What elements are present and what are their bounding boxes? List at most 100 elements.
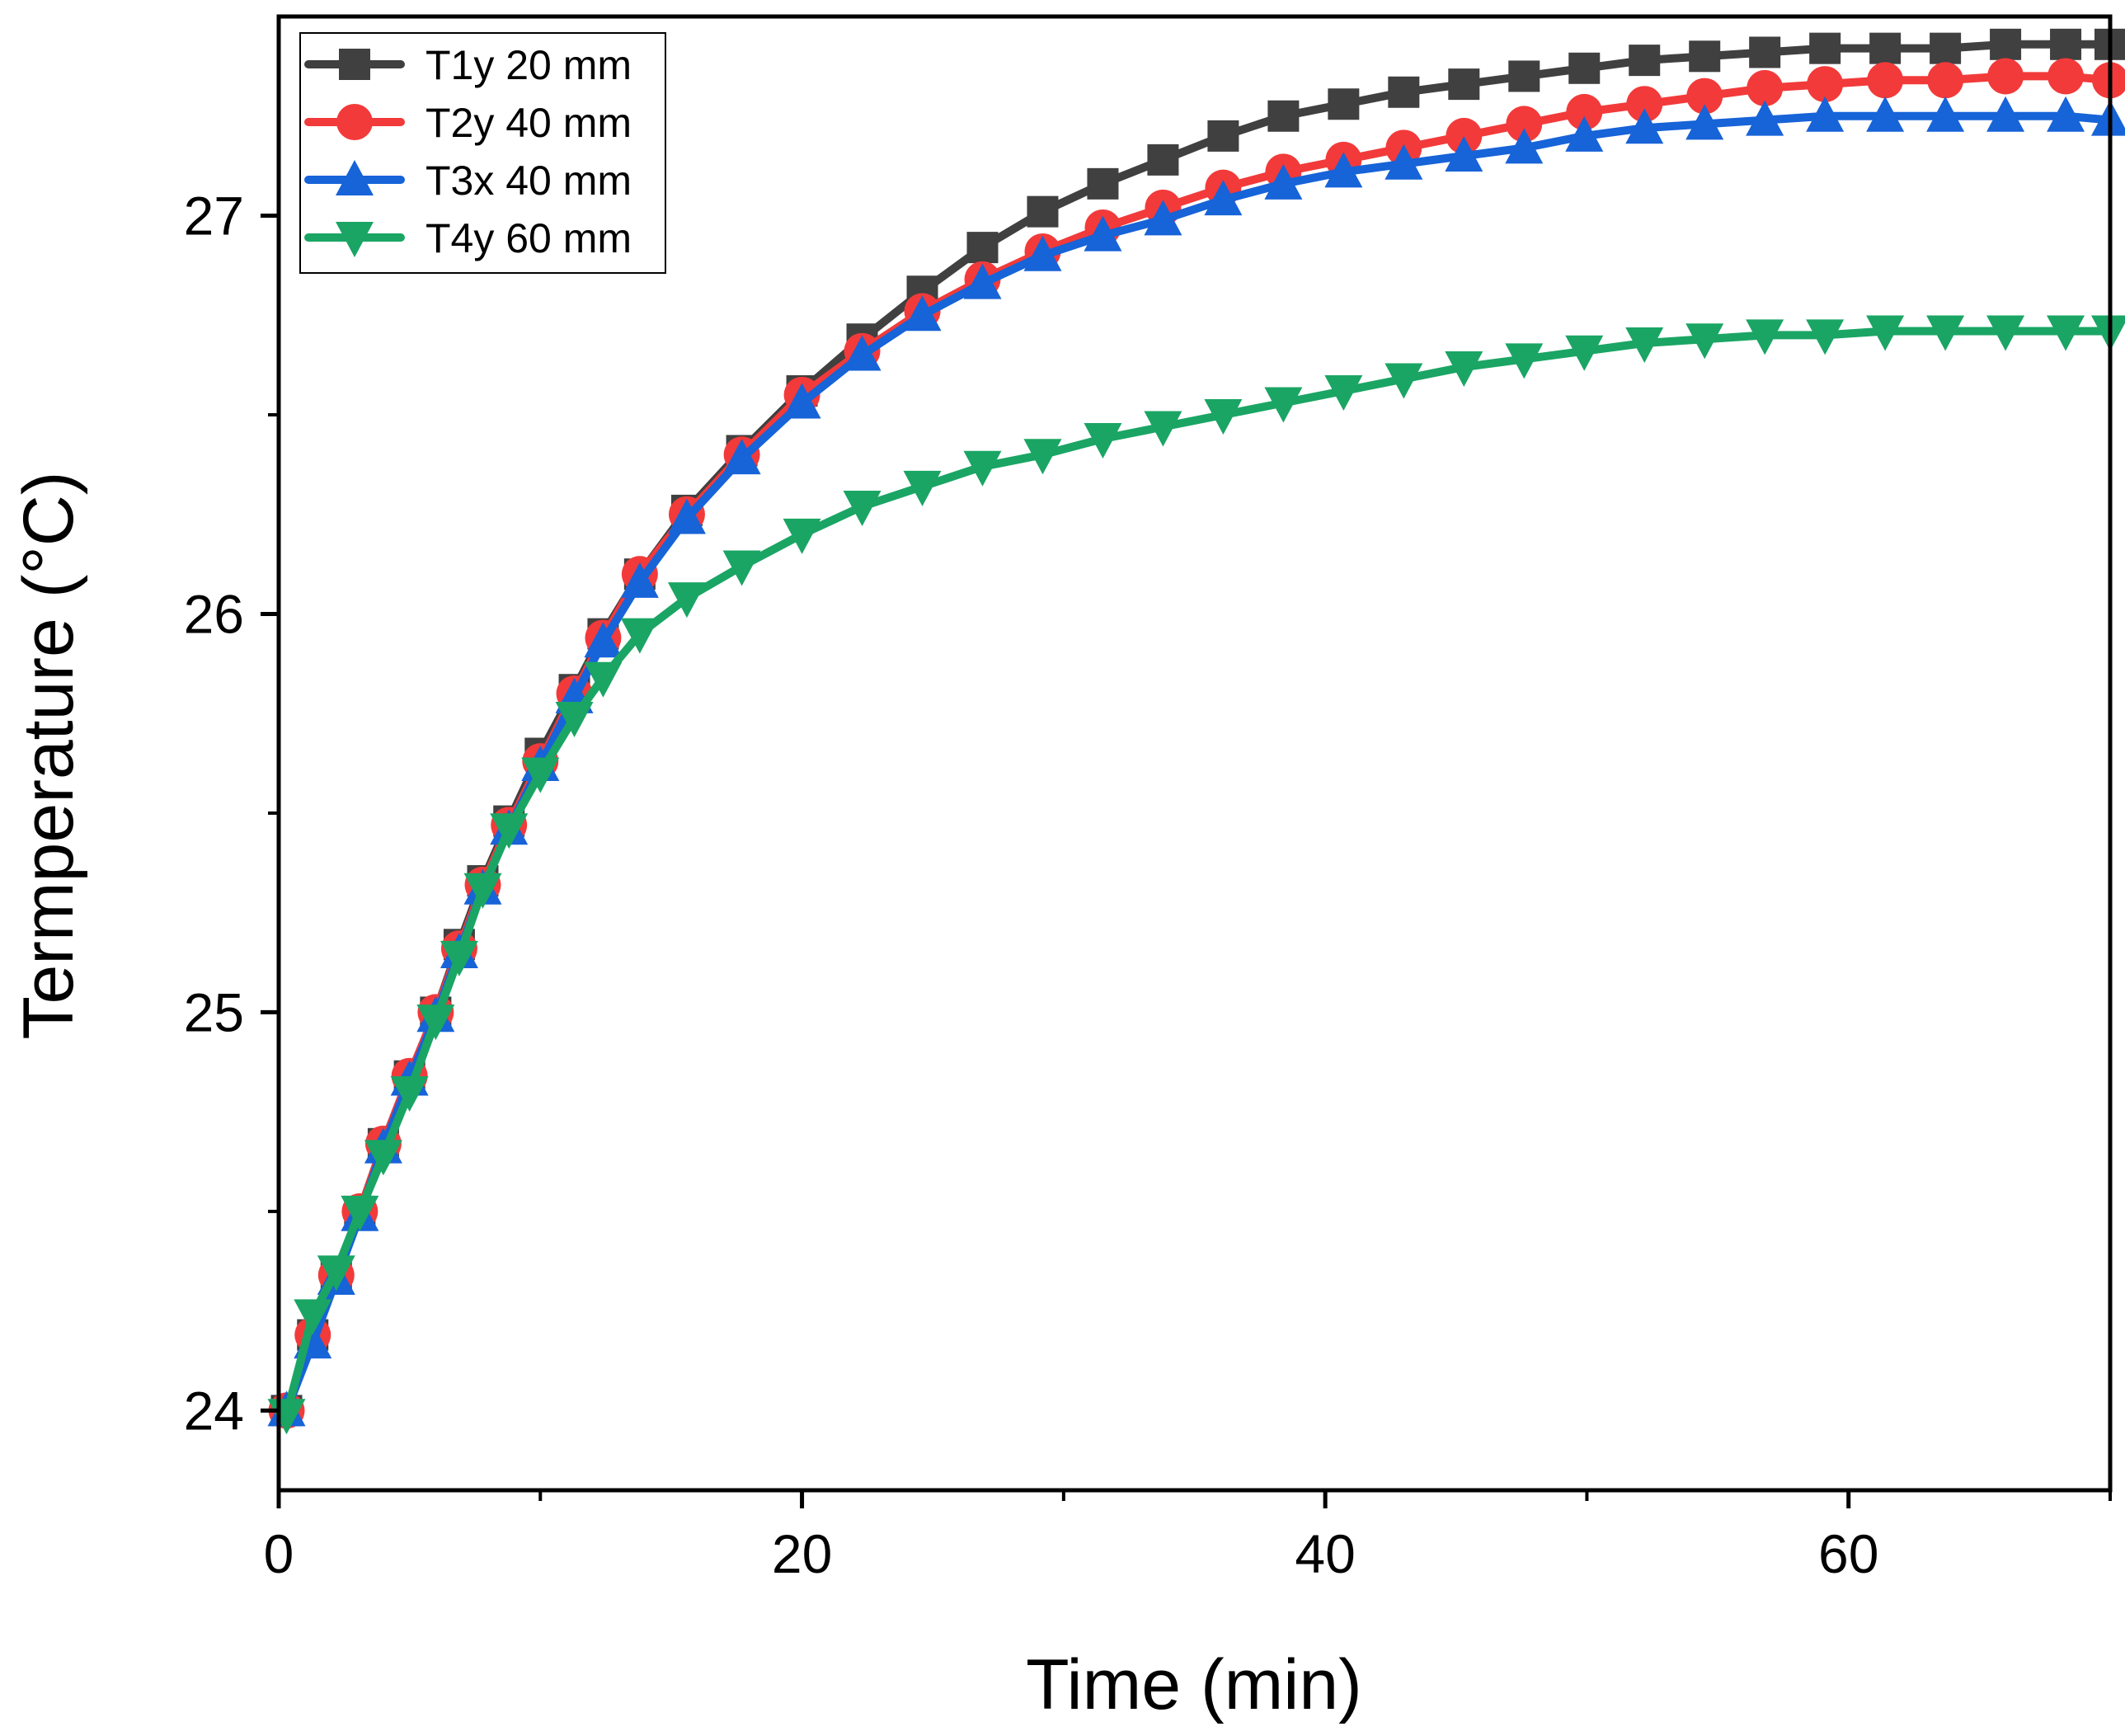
data-point xyxy=(1445,136,1483,172)
data-point xyxy=(2047,58,2085,95)
legend-entry: T4y 60 mm xyxy=(304,215,632,261)
data-point xyxy=(463,873,502,909)
data-point xyxy=(1927,62,1964,99)
data-point xyxy=(440,940,478,976)
data-point xyxy=(1685,323,1724,360)
data-point xyxy=(1023,439,1062,475)
legend-entry: T3x 40 mm xyxy=(304,158,632,204)
data-point xyxy=(555,702,594,738)
data-point xyxy=(416,1004,455,1041)
data-point xyxy=(1565,115,1604,152)
data-point xyxy=(1385,143,1423,180)
data-point xyxy=(1747,69,1784,106)
data-point xyxy=(1264,163,1303,200)
data-point xyxy=(1324,374,1363,411)
data-point xyxy=(722,439,761,475)
legend-marker xyxy=(336,104,373,140)
data-point xyxy=(1505,128,1544,164)
data-point xyxy=(341,1195,379,1231)
data-point xyxy=(390,1076,429,1113)
x-tick-label: 0 xyxy=(264,1523,294,1584)
data-point xyxy=(1686,78,1723,115)
legend: T1y 20 mm T2y 40 mm T3x 40 mm T4y 60 mm xyxy=(299,32,666,274)
data-point xyxy=(667,582,706,619)
data-point xyxy=(620,618,659,654)
data-point xyxy=(1806,96,1845,132)
data-point xyxy=(903,295,942,332)
legend-entry: T1y 20 mm xyxy=(304,42,632,88)
data-point xyxy=(1204,398,1243,435)
data-point xyxy=(1508,60,1540,92)
data-point xyxy=(1023,235,1062,271)
data-point xyxy=(1446,117,1483,154)
data-point xyxy=(1144,200,1182,236)
data-point xyxy=(584,622,623,658)
legend-marker xyxy=(336,160,374,195)
plot-frame xyxy=(276,14,2113,1493)
plot-area xyxy=(267,14,2125,1493)
y-tick-label: 24 xyxy=(184,1380,244,1441)
series-layer xyxy=(267,28,2125,1435)
data-point xyxy=(1385,363,1423,399)
data-point xyxy=(1867,62,1904,99)
data-point xyxy=(364,1140,402,1176)
data-point xyxy=(1568,52,1601,84)
data-point xyxy=(521,757,560,793)
data-point xyxy=(843,491,881,527)
data-point xyxy=(1144,411,1182,447)
data-point xyxy=(620,562,659,598)
data-point xyxy=(1926,96,1965,132)
data-point xyxy=(722,550,761,586)
data-point xyxy=(1746,319,1784,355)
data-point xyxy=(1990,28,2022,60)
data-point xyxy=(1629,45,1661,77)
data-point xyxy=(1207,120,1239,152)
data-point xyxy=(1448,68,1480,101)
data-point xyxy=(1749,36,1781,68)
data-point xyxy=(963,450,1002,487)
data-point xyxy=(1809,32,1841,64)
data-point xyxy=(317,1255,355,1291)
data-point xyxy=(1866,315,1905,351)
legend-entries: T1y 20 mm T2y 40 mm T3x 40 mm T4y 60 mm xyxy=(304,42,632,261)
data-point xyxy=(1267,100,1300,132)
data-point xyxy=(1388,76,1420,108)
data-point xyxy=(783,518,821,554)
data-point xyxy=(966,232,999,264)
data-point xyxy=(1987,58,2024,95)
legend-label: T4y 60 mm xyxy=(425,215,632,261)
data-point xyxy=(1926,315,1965,351)
data-point xyxy=(1806,319,1845,355)
y-axis: 24 25 26 27 xyxy=(184,185,279,1441)
y-tick-label: 26 xyxy=(184,583,244,644)
data-point xyxy=(584,661,623,698)
data-point xyxy=(903,470,942,506)
data-point xyxy=(1147,143,1179,176)
data-point xyxy=(2047,96,2085,132)
data-point xyxy=(667,498,706,534)
data-point xyxy=(1869,32,1902,64)
data-point xyxy=(1930,32,1962,64)
data-point xyxy=(1986,315,2025,351)
legend-marker xyxy=(339,49,370,80)
x-axis-title: Time (min) xyxy=(1026,1645,1362,1724)
data-point xyxy=(294,1299,332,1335)
data-point xyxy=(1328,88,1360,120)
x-axis: 0 20 40 60 xyxy=(264,1490,2112,1584)
y-axis-title: Termperature (°C) xyxy=(9,471,88,1039)
data-point xyxy=(963,263,1002,299)
data-point xyxy=(1625,108,1664,144)
data-point xyxy=(1084,215,1122,252)
data-point xyxy=(1626,86,1663,123)
data-point xyxy=(2050,28,2082,60)
x-tick-label: 60 xyxy=(1818,1523,1878,1584)
series-4 xyxy=(267,315,2125,1435)
data-point xyxy=(1625,327,1664,364)
data-point xyxy=(1264,387,1303,423)
data-point xyxy=(490,813,529,849)
legend-entry: T2y 40 mm xyxy=(304,100,632,146)
data-point xyxy=(1324,152,1363,188)
legend-marker xyxy=(336,222,374,257)
legend-label: T2y 40 mm xyxy=(425,100,632,146)
data-point xyxy=(1084,422,1122,459)
